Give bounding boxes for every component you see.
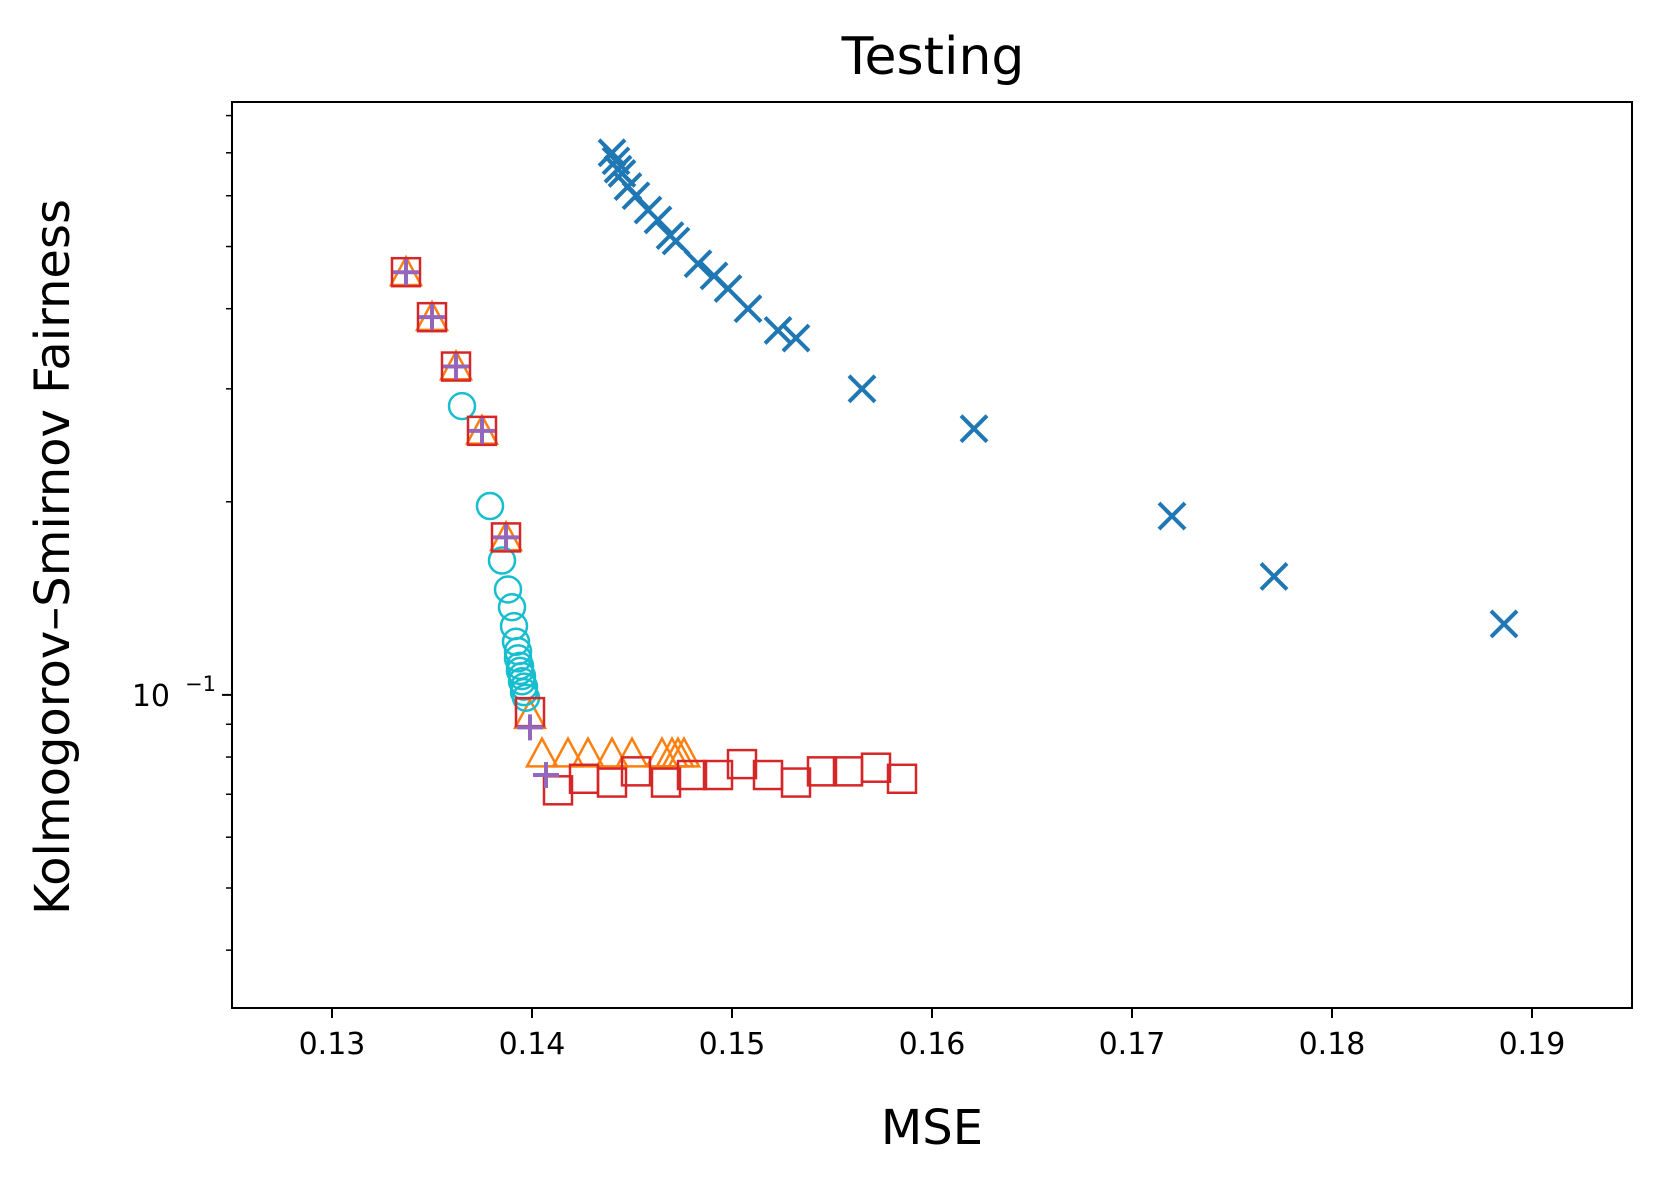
square-marker xyxy=(596,767,628,798)
x-marker xyxy=(959,414,989,444)
square-marker xyxy=(440,351,472,382)
plus-marker xyxy=(393,259,419,286)
x-marker xyxy=(683,249,713,279)
square-marker xyxy=(466,415,498,447)
x-axis-ticks: 0.13 0.14 0.15 0.16 0.17 0.18 0.19 xyxy=(299,1008,1566,1062)
y-tick-label: 10 xyxy=(132,679,170,714)
square-marker xyxy=(416,301,448,333)
data-marks xyxy=(388,138,1519,806)
x-marker xyxy=(733,294,763,324)
square-marker xyxy=(886,763,918,795)
circle-marker xyxy=(447,391,477,421)
plus-marker xyxy=(443,353,469,380)
triangle-marker xyxy=(550,735,586,768)
x-tick-label: 0.19 xyxy=(1499,1027,1566,1062)
plus-marker xyxy=(469,417,495,444)
x-tick-label: 0.14 xyxy=(499,1027,566,1062)
series-x xyxy=(597,138,1519,639)
square-marker xyxy=(860,752,892,783)
series-square xyxy=(390,256,918,806)
plus-marker xyxy=(517,714,543,741)
x-axis-label: MSE xyxy=(881,1100,983,1156)
square-marker xyxy=(676,759,708,791)
x-marker xyxy=(781,323,811,353)
series-plus xyxy=(393,259,559,789)
x-marker xyxy=(1489,609,1519,639)
circle-marker xyxy=(493,575,523,604)
square-marker xyxy=(620,756,652,787)
x-marker xyxy=(597,138,627,168)
x-marker xyxy=(661,226,691,256)
x-marker xyxy=(847,374,877,404)
circle-marker xyxy=(497,592,527,622)
triangle-marker xyxy=(614,735,650,768)
x-tick-label: 0.16 xyxy=(899,1027,966,1062)
x-marker xyxy=(643,205,673,235)
x-tick-label: 0.17 xyxy=(1099,1027,1166,1062)
triangle-marker xyxy=(666,735,702,768)
plus-marker xyxy=(493,524,519,551)
square-marker xyxy=(490,522,522,553)
plus-marker xyxy=(419,304,445,331)
square-marker xyxy=(806,756,838,787)
square-marker xyxy=(702,759,734,791)
x-tick-label: 0.15 xyxy=(699,1027,766,1062)
square-marker xyxy=(780,767,812,798)
circle-marker xyxy=(475,491,505,521)
square-marker xyxy=(726,748,758,780)
circle-marker xyxy=(487,546,517,575)
triangle-marker xyxy=(594,735,630,768)
x-marker xyxy=(1157,501,1187,531)
circle-marker xyxy=(501,627,531,657)
square-marker xyxy=(390,256,422,288)
x-marker xyxy=(1259,562,1289,591)
y-tick-label-base: 10 xyxy=(132,679,170,714)
triangle-marker xyxy=(524,735,560,768)
square-marker xyxy=(650,767,682,798)
x-marker xyxy=(763,315,793,345)
chart-title: Testing xyxy=(841,27,1025,87)
x-tick-label: 0.13 xyxy=(299,1027,366,1062)
x-tick-label: 0.18 xyxy=(1299,1027,1366,1062)
plus-marker xyxy=(533,762,559,789)
y-axis-ticks: 10 −1 xyxy=(132,114,232,951)
y-axis-label: Kolmogorov–Smirnov Fairness xyxy=(25,199,81,915)
y-tick-label-exponent: −1 xyxy=(185,672,216,696)
series-circle xyxy=(447,391,541,712)
triangle-marker xyxy=(570,735,606,768)
